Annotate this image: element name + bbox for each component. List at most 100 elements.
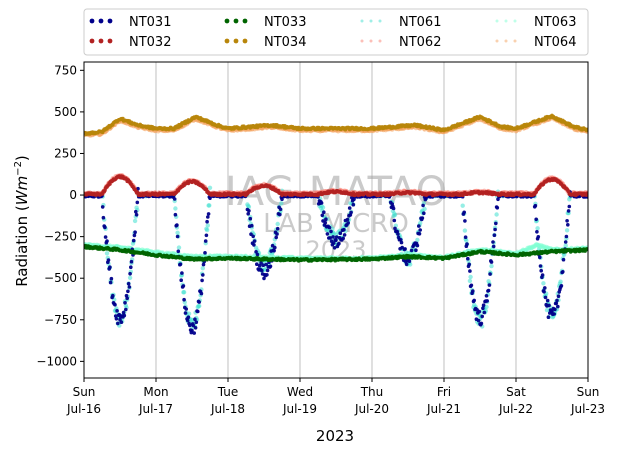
data-point xyxy=(331,235,335,239)
data-point xyxy=(493,227,497,232)
data-point xyxy=(538,264,543,268)
data-point xyxy=(197,300,201,304)
data-point xyxy=(175,234,180,239)
data-point xyxy=(123,301,127,305)
data-point xyxy=(418,220,423,226)
data-point xyxy=(464,238,469,243)
data-point xyxy=(414,248,418,252)
data-point xyxy=(494,221,498,226)
legend-marker xyxy=(504,39,508,43)
data-point xyxy=(254,262,259,267)
data-point xyxy=(565,219,569,223)
data-point xyxy=(486,288,491,293)
legend-label: NT033 xyxy=(264,15,306,30)
data-point xyxy=(121,310,126,315)
data-point xyxy=(175,223,179,227)
data-point xyxy=(131,238,136,243)
data-point xyxy=(415,237,420,243)
data-point xyxy=(556,294,561,299)
legend-label: NT031 xyxy=(129,15,171,30)
data-point xyxy=(349,210,353,215)
data-point xyxy=(278,207,283,212)
data-point xyxy=(488,272,492,276)
data-point xyxy=(482,310,487,315)
series-nt032 xyxy=(84,174,588,198)
data-point xyxy=(567,204,572,209)
legend-marker xyxy=(242,38,248,44)
data-point xyxy=(328,236,333,240)
data-point xyxy=(342,227,346,232)
data-point xyxy=(553,307,557,312)
data-point xyxy=(173,206,178,211)
data-point xyxy=(535,226,540,231)
data-point xyxy=(479,321,484,326)
data-point xyxy=(127,285,132,289)
data-point xyxy=(176,245,182,250)
data-point xyxy=(205,219,209,224)
data-point xyxy=(134,213,139,217)
legend-marker xyxy=(360,19,364,23)
data-point xyxy=(255,252,260,257)
data-point xyxy=(268,264,273,269)
legend-marker xyxy=(89,38,95,44)
data-point xyxy=(468,269,472,273)
legend-item-nt031: NT031 xyxy=(89,15,171,30)
legend-marker xyxy=(233,38,239,44)
data-point xyxy=(204,233,209,238)
data-point xyxy=(341,236,346,241)
data-point xyxy=(561,270,565,274)
data-point xyxy=(471,289,475,293)
data-point xyxy=(182,297,186,302)
data-point xyxy=(545,298,550,303)
data-point xyxy=(468,274,473,280)
legend-label: NT061 xyxy=(399,15,441,30)
data-point xyxy=(133,230,137,234)
data-point xyxy=(251,234,255,239)
data-point xyxy=(103,225,107,230)
data-point xyxy=(197,303,202,309)
data-point xyxy=(462,228,468,233)
legend-label: NT062 xyxy=(399,35,441,50)
data-point xyxy=(484,294,489,298)
data-point xyxy=(319,201,324,205)
data-point xyxy=(104,251,110,256)
legend-marker xyxy=(233,18,239,24)
data-point xyxy=(491,240,495,244)
data-point xyxy=(207,185,213,190)
legend-marker xyxy=(504,19,508,23)
data-point xyxy=(183,311,188,315)
data-point xyxy=(190,328,194,333)
data-point xyxy=(181,284,186,288)
legend-marker xyxy=(107,38,113,44)
data-point xyxy=(492,233,497,237)
data-point xyxy=(105,239,109,243)
data-point xyxy=(322,210,326,214)
data-point xyxy=(463,235,468,239)
data-point xyxy=(275,232,279,236)
data-point xyxy=(393,226,397,231)
data-point xyxy=(132,233,137,238)
data-point xyxy=(324,217,328,221)
data-point xyxy=(418,228,423,232)
legend-marker xyxy=(224,38,230,44)
data-point xyxy=(337,241,341,246)
data-point xyxy=(200,266,205,271)
data-point xyxy=(481,303,486,308)
data-point xyxy=(467,262,472,267)
data-point xyxy=(533,203,538,208)
legend-marker xyxy=(89,18,95,24)
data-point xyxy=(181,290,187,295)
data-point xyxy=(248,216,253,221)
data-point xyxy=(495,206,500,210)
data-point xyxy=(399,238,403,242)
legend-marker xyxy=(495,19,499,23)
data-point xyxy=(199,291,204,296)
data-point xyxy=(191,323,196,328)
data-point xyxy=(108,280,113,285)
data-point xyxy=(280,197,284,201)
data-point xyxy=(323,220,328,225)
data-point xyxy=(539,268,543,273)
data-point xyxy=(320,213,325,218)
data-point xyxy=(275,221,280,227)
data-point xyxy=(566,209,571,213)
